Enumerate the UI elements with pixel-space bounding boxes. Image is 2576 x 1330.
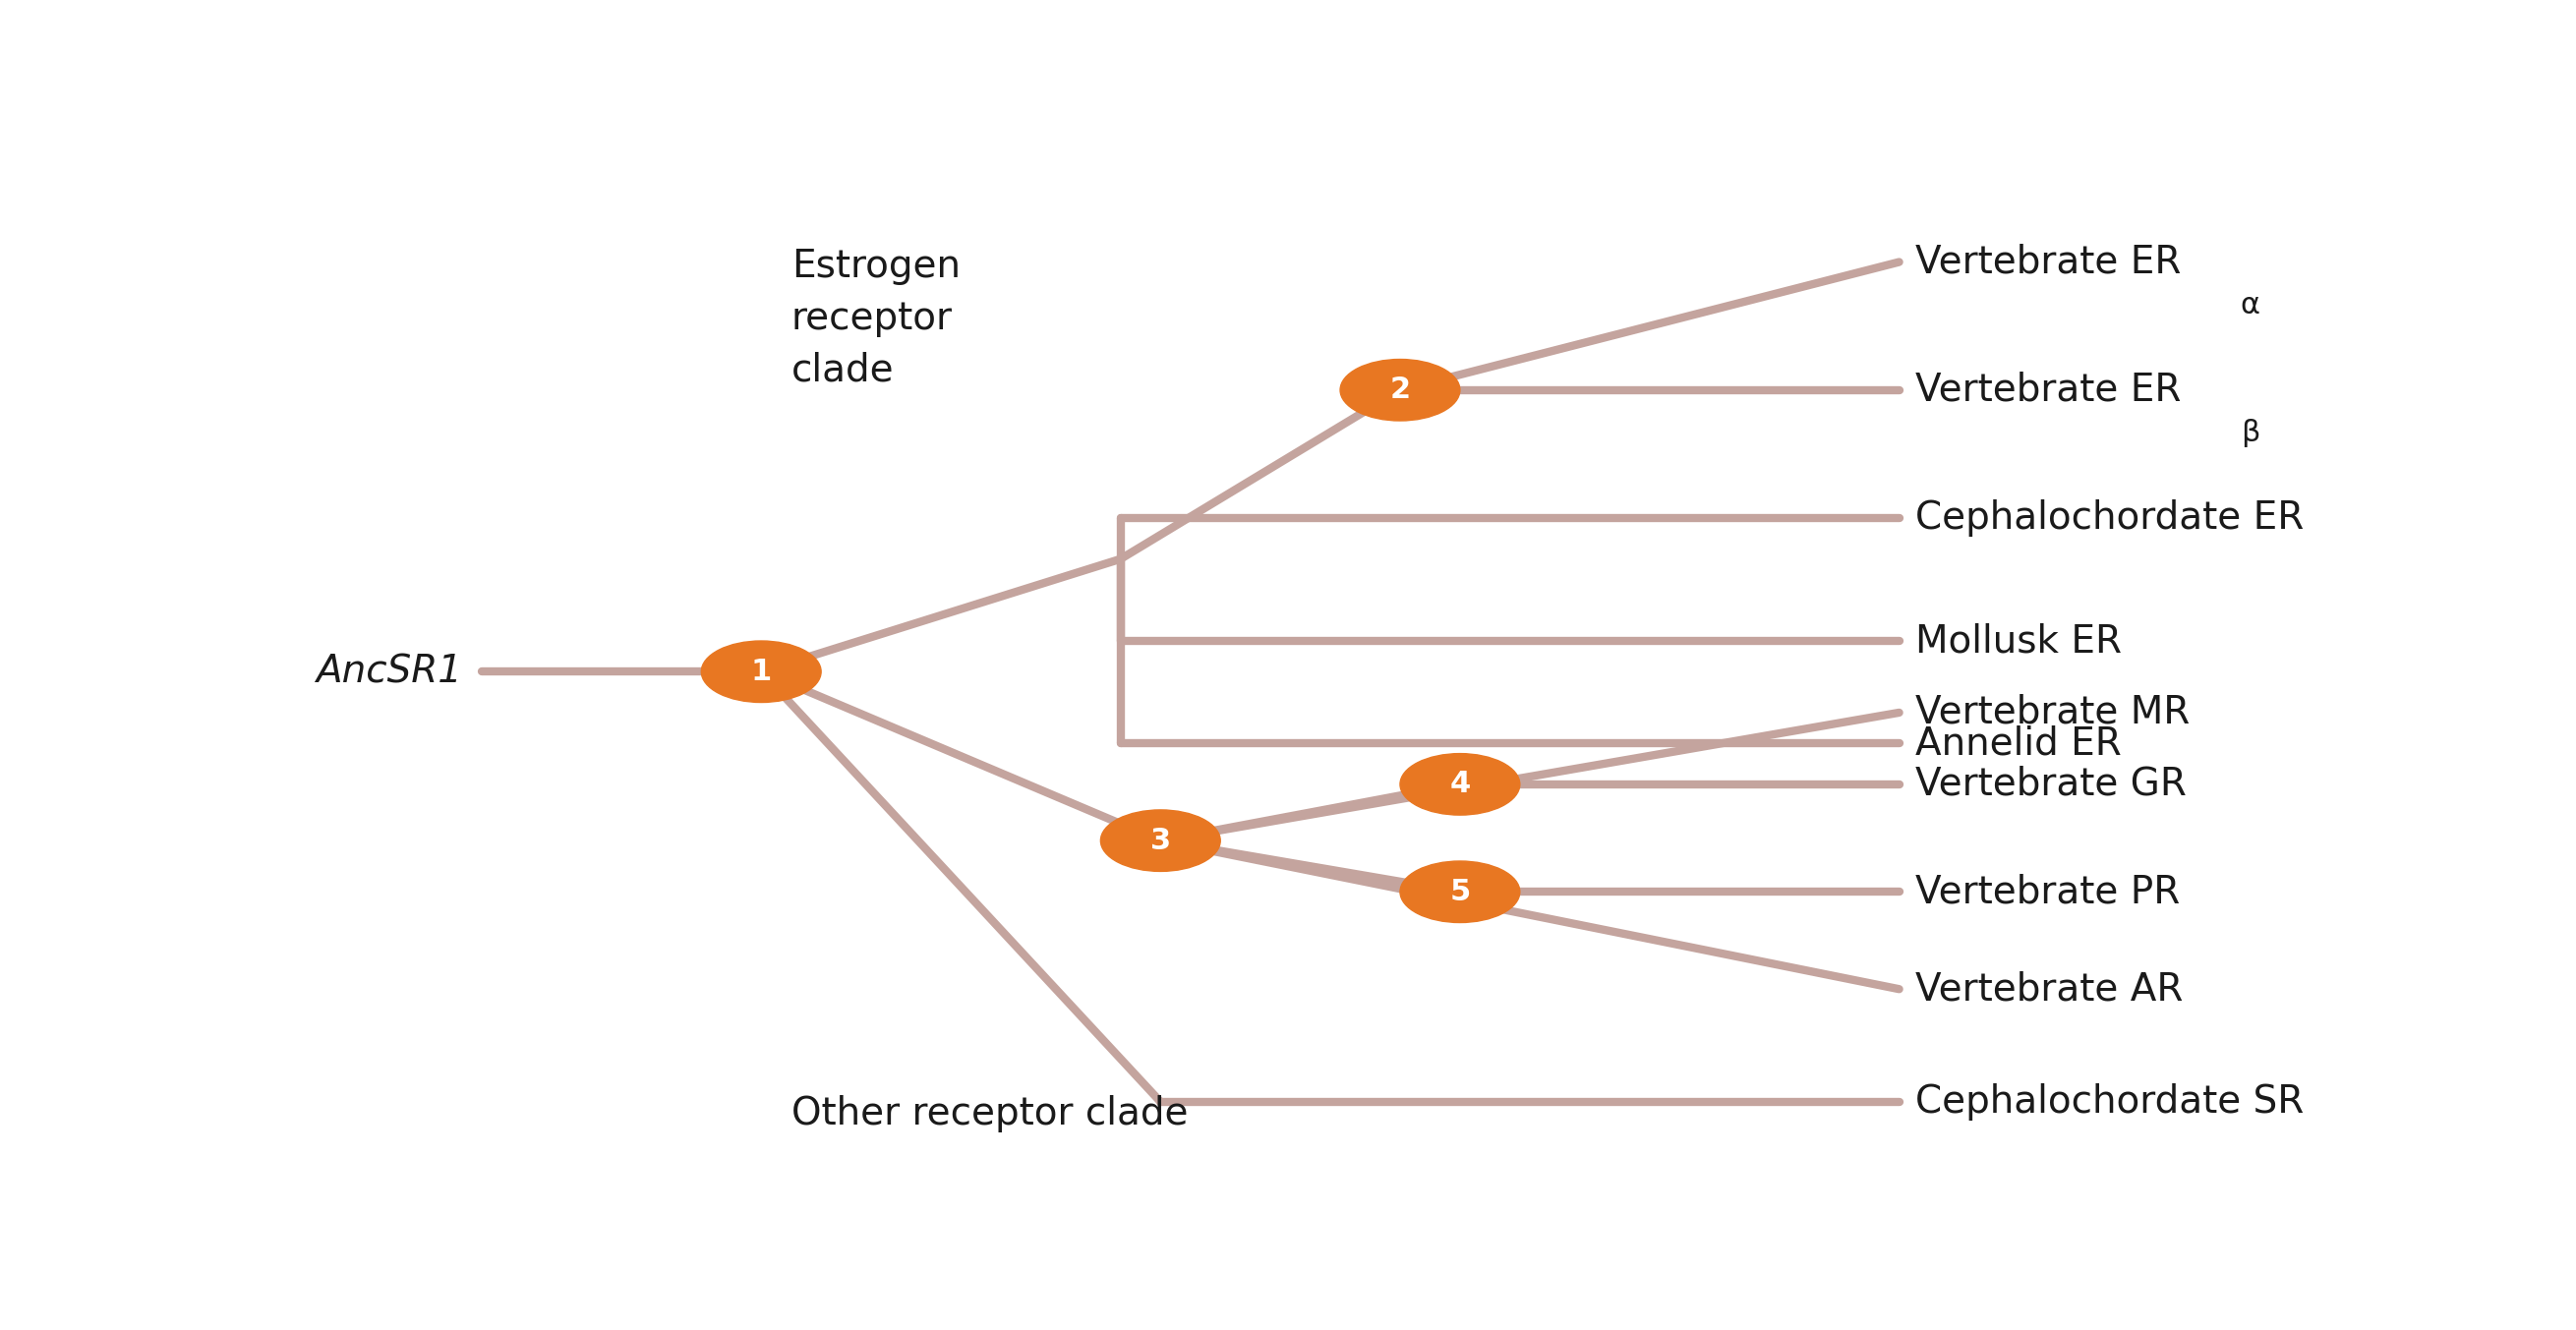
Text: Estrogen
receptor
clade: Estrogen receptor clade: [791, 247, 961, 390]
Text: Vertebrate MR: Vertebrate MR: [1914, 694, 2190, 732]
Circle shape: [1340, 359, 1461, 420]
Text: Cephalochordate ER: Cephalochordate ER: [1914, 499, 2303, 537]
Text: 2: 2: [1388, 376, 1412, 404]
Text: 5: 5: [1450, 878, 1471, 906]
Text: Mollusk ER: Mollusk ER: [1914, 622, 2123, 660]
Circle shape: [1401, 754, 1520, 815]
Text: α: α: [2241, 291, 2259, 319]
Circle shape: [701, 641, 822, 702]
Text: AncSR1: AncSR1: [314, 653, 461, 690]
Text: 3: 3: [1149, 826, 1172, 855]
Text: Cephalochordate SR: Cephalochordate SR: [1914, 1083, 2303, 1120]
Text: 1: 1: [750, 657, 773, 686]
Text: Vertebrate PR: Vertebrate PR: [1914, 874, 2179, 911]
Text: Vertebrate ER: Vertebrate ER: [1914, 371, 2182, 408]
Circle shape: [1401, 861, 1520, 923]
Text: β: β: [2241, 419, 2259, 447]
Text: Vertebrate GR: Vertebrate GR: [1914, 766, 2187, 803]
Text: Annelid ER: Annelid ER: [1914, 725, 2123, 762]
Circle shape: [1100, 810, 1221, 871]
Text: 4: 4: [1450, 770, 1471, 798]
Text: Vertebrate ER: Vertebrate ER: [1914, 243, 2182, 281]
Text: Vertebrate AR: Vertebrate AR: [1914, 971, 2182, 1008]
Text: Other receptor clade: Other receptor clade: [791, 1096, 1188, 1133]
